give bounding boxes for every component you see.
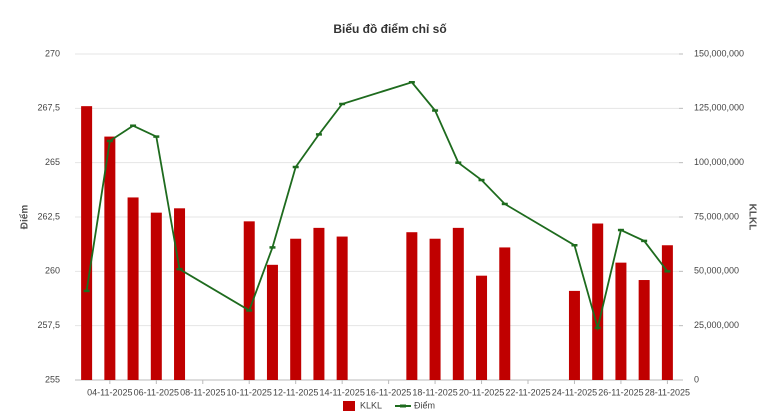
x-tick-label: 22-11-2025 [505,387,550,397]
y-tick-label: 265 [45,157,60,167]
y-tick-label: 262,5 [37,211,60,221]
bar [313,227,325,380]
bar [661,245,673,380]
bar [104,136,116,380]
bar [266,264,278,380]
bar [243,221,255,380]
x-tick-label: 08-11-2025 [180,387,225,397]
y2-tick-label: 125,000,000 [694,103,744,113]
y2-tick-label: 25,000,000 [694,320,739,330]
line [85,81,669,332]
bar [452,227,464,380]
chart-title: Biểu đồ điểm chỉ số [333,22,446,36]
x-tick-label: 04-11-2025 [87,387,132,397]
bar [81,106,93,380]
bar [406,232,418,380]
legend-label: KLKL [360,400,382,410]
y2-axis-title: KLKL [746,204,757,231]
bar [476,275,488,380]
x-tick-label: 20-11-2025 [459,387,504,397]
bar [429,238,441,380]
legend-label: Điểm [414,400,435,410]
y-tick-label: 267,5 [37,103,60,113]
x-tick-label: 06-11-2025 [134,387,179,397]
x-tick-label: 28-11-2025 [645,387,690,397]
y2-tick-label: 0 [694,374,699,384]
legend-swatch [343,401,355,411]
x-tick-label: 26-11-2025 [598,387,643,397]
y-axis-title: Điểm [19,205,31,230]
bar [499,247,511,380]
x-tick-label: 14-11-2025 [319,387,364,397]
y-tick-label: 270 [45,48,60,58]
x-tick-label: 24-11-2025 [552,387,597,397]
y2-tick-label: 150,000,000 [694,48,744,58]
bar [615,262,627,380]
bar [150,212,162,380]
bar [592,223,604,380]
y-tick-label: 257,5 [37,320,60,330]
bar [174,208,186,380]
bar [336,236,348,380]
bar [638,280,650,380]
x-tick-label: 16-11-2025 [366,387,411,397]
y-tick-label: 255 [45,374,60,384]
bar [127,197,139,380]
x-tick-label: 12-11-2025 [273,387,318,397]
y-tick-label: 260 [45,266,60,276]
y2-tick-label: 75,000,000 [694,211,739,221]
x-tick-label: 10-11-2025 [227,387,272,397]
y2-tick-label: 50,000,000 [694,266,739,276]
bar [568,290,580,380]
bar [290,238,302,380]
y2-tick-label: 100,000,000 [694,157,744,167]
x-tick-label: 18-11-2025 [412,387,457,397]
